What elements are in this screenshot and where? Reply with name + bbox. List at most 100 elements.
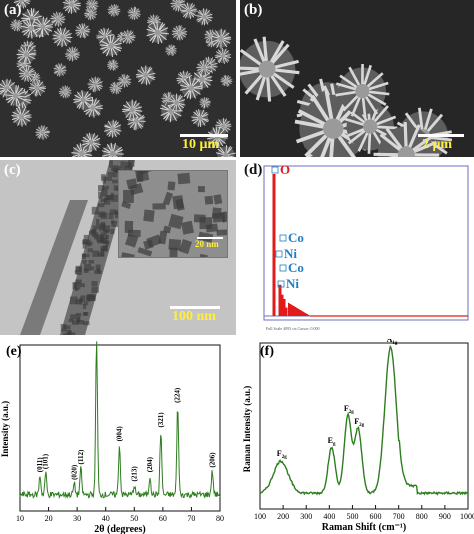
eds-label-marker [279, 264, 287, 272]
raman-frame [259, 342, 469, 510]
eds-peak-label: O [280, 162, 290, 177]
xrd-tick-label: 50 [130, 514, 138, 523]
eds-bremsstrahlung [289, 303, 290, 316]
eds-peak [272, 174, 276, 316]
eds-frame [263, 165, 469, 321]
eds-peak-label: Ni [286, 276, 299, 291]
nanoflower [53, 63, 67, 77]
nanoflower [165, 44, 177, 57]
xrd-peak-label: (321) [157, 412, 165, 428]
scale-bar-c [170, 306, 220, 309]
nanoflower [117, 73, 132, 88]
eds-bremsstrahlung [301, 310, 302, 316]
raman-peak-label: F2g [344, 404, 354, 415]
raman-tick-label: 500 [346, 512, 358, 521]
xrd-peak-label: (204) [146, 456, 154, 472]
raman-spectrum-line [259, 344, 469, 496]
scale-bar-c-text: 100 nm [172, 309, 216, 324]
nanoflower [101, 142, 124, 157]
panel-c-label: (c) [4, 162, 21, 178]
nanoflower [191, 108, 210, 127]
tem-inset: 20 nm [118, 170, 228, 258]
xrd-peak-label: (206) [208, 452, 216, 468]
eds-bremsstrahlung [300, 310, 301, 316]
xrd-peak-label: (101) [42, 453, 50, 469]
nanoflower [215, 145, 236, 157]
nanoflower [214, 47, 232, 64]
nanoflower [28, 79, 46, 97]
xrd-tick-label: 10 [16, 514, 24, 523]
nanoflower [171, 25, 188, 41]
nanoflower [211, 28, 232, 49]
xrd-peak-label: (020) [70, 464, 78, 480]
eds-bremsstrahlung [294, 306, 295, 316]
nanoflower [107, 59, 119, 71]
nanoflower [127, 6, 141, 21]
raman-peak-label: A1g [387, 339, 398, 346]
nanoflower [220, 74, 233, 87]
nanoflower [199, 96, 211, 109]
nanoflower [18, 65, 36, 82]
nanoflower [121, 29, 136, 44]
eds-bremsstrahlung [303, 311, 304, 316]
xrd-x-ticks: 10 20 30 40 50 60 70 80 [16, 507, 224, 523]
nanoflower [335, 63, 390, 119]
raman-x-ticks: 100 200 300 400 500 600 700 800 900 1000 [254, 505, 474, 521]
nanoflower [62, 0, 81, 14]
raman-tick-label: 300 [300, 512, 312, 521]
eds-peak [280, 294, 284, 316]
eds-peak-label: Co [288, 230, 304, 245]
raman-tick-label: 600 [370, 512, 382, 521]
raman-tick-label: 1000 [460, 512, 474, 521]
eds-bremsstrahlung [292, 305, 293, 316]
sem-flowers-low-mag [0, 0, 236, 157]
panel-a-sem-image: (a) 10 μm [0, 0, 236, 157]
nanoflower [99, 34, 123, 58]
panel-d-eds-spectrum: (d) O Co Ni Co Ni Full Scale 4093 cts Cursor… [240, 160, 474, 335]
scale-bar-b-text: 2 μm [422, 137, 453, 152]
xrd-tick-label: 60 [159, 514, 167, 523]
nanoflower [71, 143, 93, 157]
panel-d-label: (d) [244, 162, 263, 178]
eds-bremsstrahlung [288, 302, 289, 316]
eds-bremsstrahlung [304, 312, 305, 316]
xrd-tick-label: 40 [102, 514, 110, 523]
xrd-tick-label: 30 [73, 514, 81, 523]
nanoflower [196, 59, 213, 76]
nanoflower [73, 89, 94, 110]
inset-scale-text: 20 nm [195, 239, 219, 249]
nanoflower [180, 2, 198, 20]
eds-label-marker [279, 234, 287, 242]
nanoflower [135, 65, 156, 86]
nanoflower [35, 125, 50, 140]
nanoflower [84, 7, 98, 21]
eds-bremsstrahlung [302, 311, 303, 316]
nanoflower [109, 81, 123, 95]
xrd-tick-label: 20 [45, 514, 53, 523]
eds-bremsstrahlung [297, 308, 298, 316]
panel-f-label: (f) [260, 344, 274, 359]
nanoflower [87, 76, 103, 93]
eds-peaks [272, 174, 468, 317]
xrd-frame [19, 344, 221, 512]
scale-bar-a [180, 134, 228, 137]
raman-peak-label: F2g [354, 417, 364, 428]
nanoflower [104, 119, 122, 138]
xrd-tick-label: 80 [216, 514, 224, 523]
eds-bremsstrahlung [309, 315, 310, 316]
eds-bremsstrahlung [299, 309, 300, 316]
xrd-peak-label: (004) [115, 426, 123, 442]
raman-tick-label: 900 [439, 512, 451, 521]
nanoflower [4, 84, 27, 107]
nanoflower [121, 99, 143, 120]
eds-peak-label: Ni [284, 246, 297, 261]
nanowire [60, 160, 135, 335]
eds-peak [278, 284, 282, 316]
nanoflower [16, 44, 37, 65]
scale-bar-b [418, 134, 464, 137]
raman-tick-label: 200 [277, 512, 289, 521]
eds-bremsstrahlung [296, 307, 297, 316]
panel-e-xrd: (e) (011)(101)(020)(112)(211)(004)(213)(… [0, 339, 236, 534]
raman-y-label: Raman Intensity (a.u.) [242, 386, 252, 473]
